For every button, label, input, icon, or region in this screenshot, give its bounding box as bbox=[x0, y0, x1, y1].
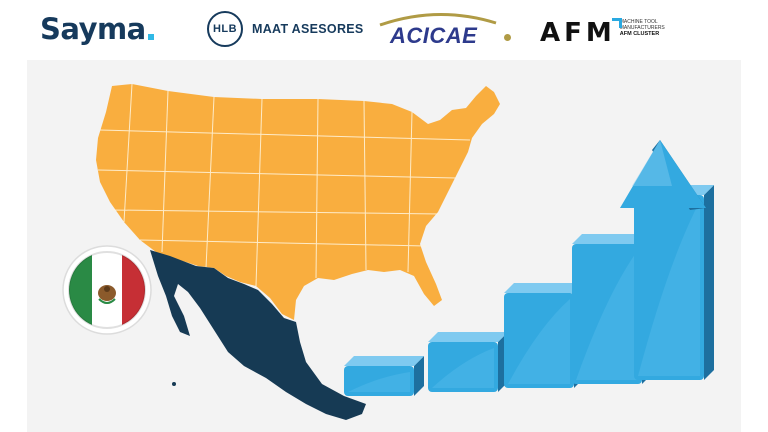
growth-bar bbox=[428, 332, 508, 392]
afm-line-2: MANUFACTURERS bbox=[619, 24, 665, 31]
mexico-shape bbox=[150, 250, 366, 420]
sayma-wordmark: Sayma bbox=[40, 12, 146, 46]
hlb-circle-icon: HLB bbox=[207, 11, 243, 47]
afm-line-1: MACHINE TOOL bbox=[619, 18, 658, 25]
afm-wordmark: AFM bbox=[540, 18, 616, 48]
afm-caption: MACHINE TOOL MANUFACTURERS AFM CLUSTER bbox=[611, 17, 665, 38]
growth-bar bbox=[344, 356, 424, 396]
logo-bar: Sayma HLB MAAT ASESORES ACICAE AFM MACHI… bbox=[0, 0, 768, 60]
state-borders bbox=[97, 83, 471, 287]
sayma-dot-icon bbox=[147, 34, 154, 40]
hlb-mark: HLB bbox=[212, 23, 238, 35]
acicae-logo: ACICAE bbox=[378, 9, 518, 48]
afm-logo: AFM MACHINE TOOL MANUFACTURERS AFM CLUST… bbox=[540, 8, 665, 48]
mexico-flag-icon bbox=[62, 245, 152, 335]
growth-arrow-icon bbox=[620, 140, 706, 210]
growth-chart bbox=[344, 185, 714, 396]
mexico-map bbox=[150, 250, 366, 420]
acicae-dot-icon bbox=[504, 34, 511, 41]
usa-shape bbox=[96, 84, 500, 320]
maat-asesores-wordmark: MAAT ASESORES bbox=[252, 22, 364, 36]
acicae-swoosh-icon bbox=[379, 12, 497, 27]
growth-bar bbox=[634, 185, 714, 380]
hlb-maat-logo: HLB MAAT ASESORES bbox=[207, 11, 364, 47]
afm-corner-icon bbox=[611, 17, 622, 28]
acicae-wordmark: ACICAE bbox=[390, 23, 478, 48]
afm-cluster-label: AFM CLUSTER bbox=[619, 30, 660, 37]
sayma-logo: Sayma bbox=[40, 12, 154, 46]
usa-map bbox=[96, 83, 500, 320]
